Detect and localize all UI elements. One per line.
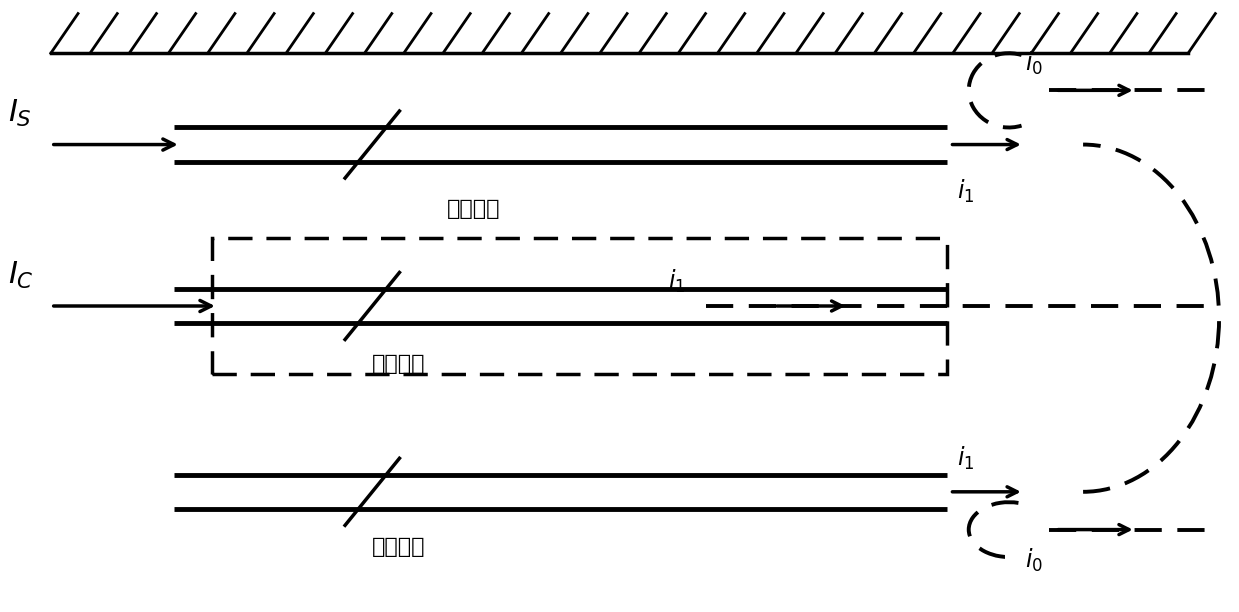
Text: 金属护层: 金属护层 [446, 198, 499, 218]
Text: $i_1$: $i_1$ [957, 445, 974, 472]
Text: 金属护层: 金属护层 [372, 537, 426, 557]
Text: 线芯导体: 线芯导体 [372, 354, 426, 374]
Bar [212, 238, 947, 374]
Text: $I_C$: $I_C$ [7, 259, 33, 291]
Text: $i_1$: $i_1$ [668, 268, 685, 295]
Text: $i_0$: $i_0$ [1025, 50, 1043, 77]
Text: $i_1$: $i_1$ [957, 178, 974, 205]
Text: $i_0$: $i_0$ [1025, 547, 1043, 574]
Text: $I_S$: $I_S$ [7, 98, 31, 129]
